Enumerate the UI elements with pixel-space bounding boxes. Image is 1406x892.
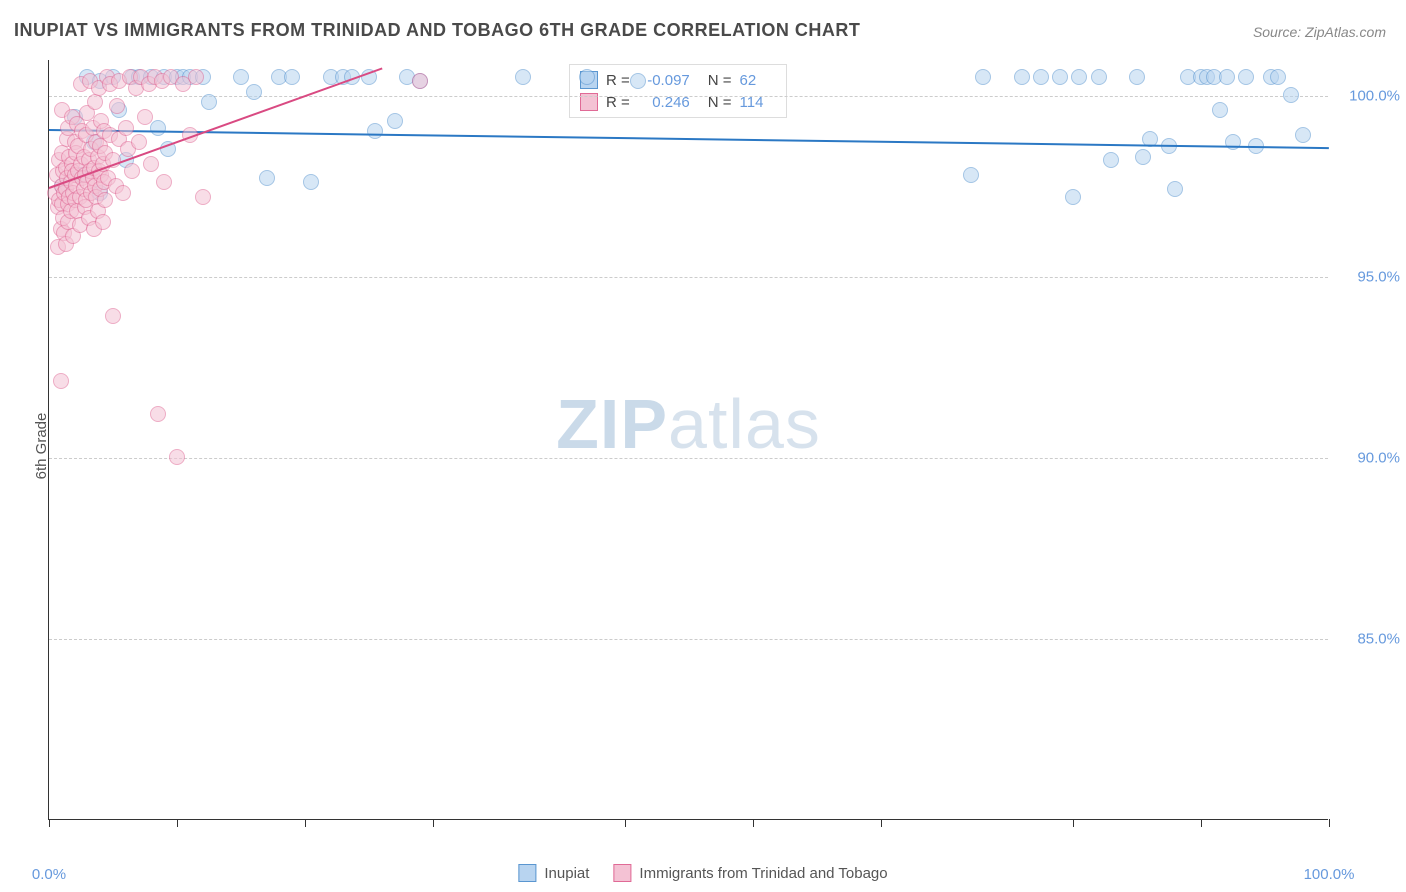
data-point — [195, 189, 211, 205]
data-point — [630, 73, 646, 89]
gridline-h — [49, 96, 1328, 97]
data-point — [1238, 69, 1254, 85]
data-point — [284, 69, 300, 85]
data-point — [97, 192, 113, 208]
data-point — [118, 120, 134, 136]
data-point — [963, 167, 979, 183]
x-tick — [625, 819, 626, 827]
watermark-light: atlas — [668, 385, 821, 463]
data-point — [303, 174, 319, 190]
data-point — [1219, 69, 1235, 85]
stats-row: R =-0.097N =62 — [580, 69, 776, 91]
legend-swatch — [613, 864, 631, 882]
y-tick-label: 95.0% — [1357, 269, 1400, 286]
data-point — [1225, 134, 1241, 150]
watermark-bold: ZIP — [556, 385, 668, 463]
data-point — [1033, 69, 1049, 85]
trend-line — [49, 129, 1329, 149]
x-tick-label: 0.0% — [32, 866, 66, 883]
watermark: ZIPatlas — [556, 384, 821, 464]
data-point — [1052, 69, 1068, 85]
x-tick — [177, 819, 178, 827]
data-point — [1212, 102, 1228, 118]
data-point — [412, 73, 428, 89]
data-point — [1270, 69, 1286, 85]
data-point — [137, 109, 153, 125]
x-tick-label: 100.0% — [1304, 866, 1355, 883]
data-point — [367, 123, 383, 139]
data-point — [87, 94, 103, 110]
data-point — [233, 69, 249, 85]
data-point — [105, 308, 121, 324]
data-point — [1065, 189, 1081, 205]
plot-area: ZIPatlas R =-0.097N =62R =0.246N =114 85… — [48, 60, 1328, 820]
data-point — [131, 134, 147, 150]
stat-n-value: 62 — [740, 72, 776, 89]
chart-title: INUPIAT VS IMMIGRANTS FROM TRINIDAD AND … — [14, 20, 860, 41]
stat-n-label: N = — [708, 72, 732, 89]
data-point — [1167, 181, 1183, 197]
gridline-h — [49, 458, 1328, 459]
data-point — [259, 170, 275, 186]
x-tick — [1073, 819, 1074, 827]
data-point — [150, 406, 166, 422]
gridline-h — [49, 639, 1328, 640]
x-tick — [433, 819, 434, 827]
data-point — [246, 84, 262, 100]
legend-bottom: Inupiat Immigrants from Trinidad and Toba… — [518, 864, 887, 882]
data-point — [95, 214, 111, 230]
data-point — [188, 69, 204, 85]
data-point — [1295, 127, 1311, 143]
data-point — [156, 174, 172, 190]
data-point — [53, 373, 69, 389]
data-point — [579, 69, 595, 85]
data-point — [169, 449, 185, 465]
y-tick-label: 90.0% — [1357, 450, 1400, 467]
data-point — [975, 69, 991, 85]
data-point — [1091, 69, 1107, 85]
data-point — [1103, 152, 1119, 168]
data-point — [1135, 149, 1151, 165]
stats-legend-box: R =-0.097N =62R =0.246N =114 — [569, 64, 787, 118]
data-point — [1071, 69, 1087, 85]
source-attribution: Source: ZipAtlas.com — [1253, 24, 1386, 40]
chart-container: INUPIAT VS IMMIGRANTS FROM TRINIDAD AND … — [0, 0, 1406, 892]
legend-item: Immigrants from Trinidad and Tobago — [613, 864, 887, 882]
stats-row: R =0.246N =114 — [580, 91, 776, 113]
data-point — [387, 113, 403, 129]
data-point — [115, 185, 131, 201]
data-point — [1014, 69, 1030, 85]
data-point — [515, 69, 531, 85]
x-tick — [753, 819, 754, 827]
gridline-h — [49, 277, 1328, 278]
y-tick-label: 85.0% — [1357, 631, 1400, 648]
legend-item: Inupiat — [518, 864, 589, 882]
x-tick — [1329, 819, 1330, 827]
data-point — [124, 163, 140, 179]
data-point — [150, 120, 166, 136]
legend-label: Immigrants from Trinidad and Tobago — [639, 865, 887, 882]
y-tick-label: 100.0% — [1349, 88, 1400, 105]
x-tick — [1201, 819, 1202, 827]
data-point — [201, 94, 217, 110]
x-tick — [49, 819, 50, 827]
legend-label: Inupiat — [544, 865, 589, 882]
data-point — [143, 156, 159, 172]
stat-r-label: R = — [606, 72, 630, 89]
legend-swatch — [518, 864, 536, 882]
x-tick — [881, 819, 882, 827]
data-point — [1283, 87, 1299, 103]
data-point — [1129, 69, 1145, 85]
x-tick — [305, 819, 306, 827]
data-point — [109, 98, 125, 114]
